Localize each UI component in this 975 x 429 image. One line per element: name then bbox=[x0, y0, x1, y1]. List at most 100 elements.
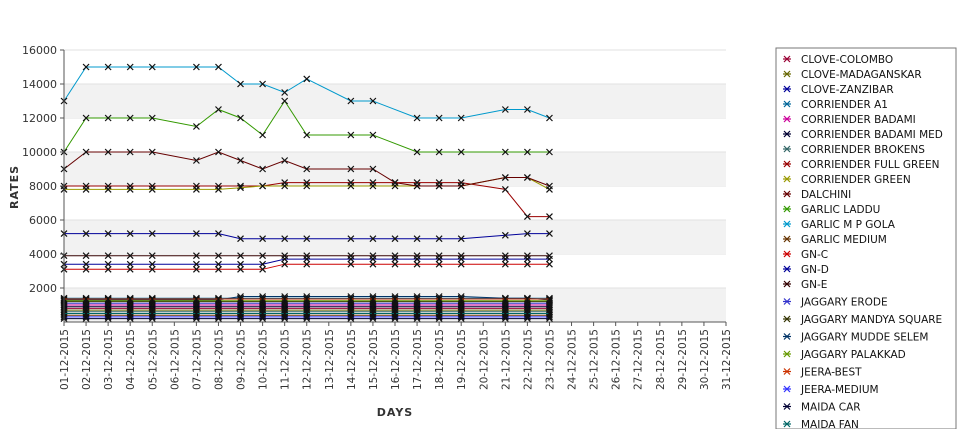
x-tick-label: 12-12-2015 bbox=[302, 329, 314, 390]
data-point bbox=[347, 298, 355, 306]
data-point bbox=[347, 182, 355, 190]
legend-item: GN-C bbox=[783, 249, 828, 261]
data-point bbox=[413, 252, 421, 260]
data-point bbox=[237, 298, 244, 306]
y-tick-label: 16000 bbox=[22, 44, 57, 57]
legend-marker bbox=[783, 175, 791, 183]
data-point bbox=[104, 148, 112, 156]
legend-label: CORRIENDER BADAMI bbox=[801, 114, 916, 126]
data-point bbox=[546, 114, 553, 122]
data-point bbox=[391, 298, 399, 306]
data-point bbox=[259, 315, 267, 323]
data-point bbox=[104, 252, 112, 260]
data-point bbox=[523, 295, 531, 303]
data-point bbox=[148, 315, 156, 323]
legend-marker bbox=[783, 350, 791, 358]
legend-label: MAIDA FAN bbox=[801, 419, 859, 429]
series-line bbox=[64, 233, 550, 240]
data-point bbox=[104, 63, 112, 71]
data-point bbox=[546, 295, 553, 303]
data-point bbox=[259, 165, 267, 173]
data-point bbox=[413, 298, 421, 306]
x-tick-label: 15-12-2015 bbox=[368, 329, 380, 390]
data-point bbox=[501, 310, 509, 317]
y-tick-label: 4000 bbox=[29, 248, 57, 261]
data-point bbox=[82, 252, 90, 260]
series-line bbox=[63, 151, 550, 187]
data-point bbox=[501, 252, 509, 260]
legend-item: DALCHINI bbox=[783, 189, 851, 201]
legend-label: JAGGARY MUDDE SELEM bbox=[800, 332, 928, 344]
data-point bbox=[237, 235, 244, 243]
data-point bbox=[457, 310, 465, 317]
data-point bbox=[237, 260, 244, 268]
data-point bbox=[148, 252, 156, 260]
data-point bbox=[237, 295, 244, 303]
x-axis-ticks: 01-12-2015 02-12-2015 03-12-2015 04-12-2015… bbox=[59, 322, 733, 390]
data-point bbox=[259, 298, 267, 306]
legend-item: JAGGARY MANDYA SQUARE bbox=[783, 314, 942, 326]
data-point bbox=[457, 148, 465, 156]
x-tick-label: 16-12-2015 bbox=[390, 329, 402, 390]
data-point bbox=[104, 265, 112, 273]
legend-marker bbox=[783, 403, 791, 410]
legend-marker bbox=[783, 315, 791, 323]
data-point bbox=[391, 235, 399, 243]
x-tick-label: 23-12-2015 bbox=[544, 329, 556, 390]
data-point bbox=[259, 252, 267, 260]
data-point bbox=[501, 148, 509, 156]
legend-item: CORRIENDER GREEN bbox=[783, 174, 911, 186]
data-point bbox=[281, 89, 289, 96]
data-point bbox=[391, 179, 399, 187]
data-point bbox=[215, 295, 222, 303]
legend-item: CORRIENDER A1 bbox=[783, 99, 888, 111]
data-point bbox=[148, 114, 156, 122]
x-tick-label: 14-12-2015 bbox=[346, 329, 358, 390]
legend-marker bbox=[783, 265, 791, 273]
series-layer bbox=[60, 63, 553, 323]
data-point bbox=[435, 310, 443, 317]
data-point bbox=[413, 315, 421, 323]
data-point bbox=[435, 235, 443, 243]
data-point bbox=[391, 315, 399, 323]
y-tick-label: 6000 bbox=[29, 214, 57, 227]
data-point bbox=[192, 310, 200, 317]
data-point bbox=[546, 213, 553, 221]
legend-label: JEERA-MEDIUM bbox=[800, 384, 879, 396]
x-tick-label: 21-12-2015 bbox=[500, 329, 512, 390]
data-point bbox=[104, 295, 112, 303]
series-clove-zanzibar bbox=[60, 230, 553, 243]
legend-label: CORRIENDER FULL GREEN bbox=[801, 159, 939, 171]
data-point bbox=[192, 315, 200, 323]
data-point bbox=[259, 310, 267, 317]
legend-item: GN-E bbox=[783, 279, 827, 291]
x-tick-label: 05-12-2015 bbox=[147, 329, 159, 390]
legend-label: GARLIC LADDU bbox=[801, 204, 880, 216]
legend-marker bbox=[783, 220, 791, 228]
grid-band bbox=[64, 84, 726, 118]
x-tick-label: 26-12-2015 bbox=[611, 329, 623, 390]
legend-item: GN-D bbox=[783, 264, 829, 276]
data-point bbox=[259, 182, 267, 190]
data-point bbox=[281, 252, 289, 260]
series-line bbox=[64, 263, 550, 270]
x-tick-label: 17-12-2015 bbox=[412, 329, 424, 390]
y-tick-label: 10000 bbox=[22, 146, 57, 159]
data-point bbox=[148, 148, 156, 156]
legend-label: JAGGARY ERODE bbox=[800, 297, 888, 309]
series-line bbox=[64, 258, 550, 265]
data-point bbox=[303, 131, 311, 139]
legend-marker bbox=[783, 333, 791, 340]
data-point bbox=[457, 315, 465, 323]
data-point bbox=[215, 185, 222, 193]
data-point bbox=[413, 260, 421, 268]
data-point bbox=[523, 260, 531, 268]
series-gn-e bbox=[60, 252, 553, 260]
data-point bbox=[413, 182, 421, 190]
data-point bbox=[126, 310, 134, 317]
x-tick-label: 11-12-2015 bbox=[280, 329, 292, 390]
data-point bbox=[435, 252, 443, 260]
data-point bbox=[347, 295, 355, 303]
data-point bbox=[126, 315, 134, 323]
data-point bbox=[347, 310, 355, 317]
